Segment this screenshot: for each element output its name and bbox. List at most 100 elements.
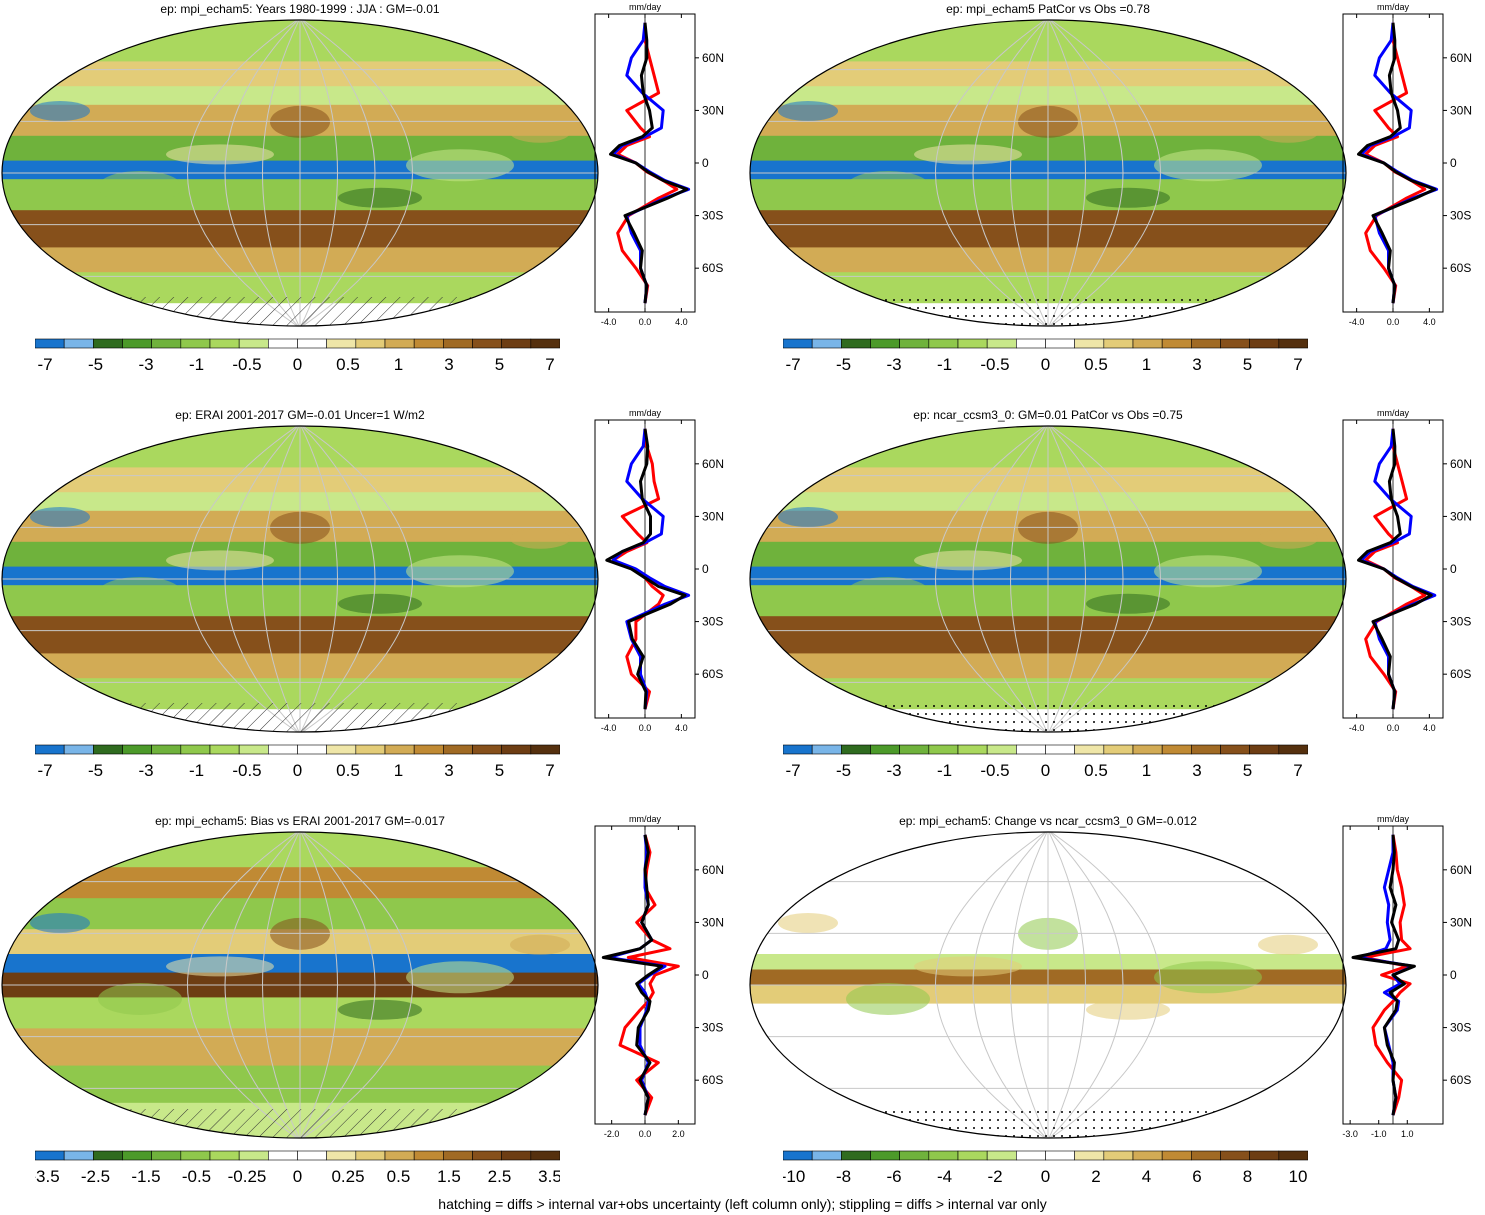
- colorbar-label: 1: [1142, 355, 1151, 374]
- map-feature: [1258, 122, 1318, 143]
- profile-unit: mm/day: [1377, 2, 1410, 12]
- colorbar-label: 10: [1289, 1167, 1308, 1186]
- profile-series-line: [1351, 834, 1416, 1116]
- stippling-region: [750, 297, 1346, 326]
- colorbar-label: -7: [785, 355, 800, 374]
- hatching-region: [2, 703, 598, 732]
- profile-x-tick-label: 2.0: [672, 1129, 685, 1139]
- lat-tick-label: 30S: [1450, 615, 1471, 629]
- precip-map: [0, 424, 600, 734]
- colorbar-swatch: [472, 1150, 502, 1161]
- colorbar-swatch: [268, 338, 298, 349]
- colorbar-label: -7: [37, 355, 52, 374]
- colorbar-swatch: [1132, 338, 1163, 349]
- colorbar-swatch: [782, 338, 813, 349]
- colorbar-swatch: [1103, 744, 1134, 755]
- profile-unit: mm/day: [629, 814, 662, 824]
- map-feature: [166, 956, 274, 977]
- colorbar-swatch: [928, 338, 959, 349]
- profile-unit: mm/day: [1377, 814, 1410, 824]
- colorbar-label: -8: [836, 1167, 851, 1186]
- zonal-profile: mm/day 60N 30N 0 30S 60S -4.0 0.0 4.0: [585, 0, 740, 360]
- colorbar-swatch: [209, 338, 240, 349]
- colorbar-swatch: [1278, 744, 1309, 755]
- colorbar-label: 7: [545, 355, 554, 374]
- map-feature: [846, 576, 930, 609]
- panel-4: ep: ncar_ccsm3_0: GM=0.01 PatCor vs Obs …: [748, 406, 1485, 806]
- lat-tick-label: 60S: [1450, 261, 1471, 275]
- colorbar-label: 0.25: [331, 1167, 364, 1186]
- colorbar-label: 8: [1243, 1167, 1252, 1186]
- lat-tick-label: 0: [1450, 968, 1457, 982]
- zonal-profile: mm/day 60N 30N 0 30S 60S -4.0 0.0 4.0: [1333, 0, 1485, 360]
- profile-x-tick-label: -3.0: [1342, 1129, 1358, 1139]
- colorbar-swatch: [957, 744, 988, 755]
- zonal-profile: mm/day 60N 30N 0 30S 60S -2.0 0.0 2.0: [585, 812, 740, 1172]
- colorbar-swatch: [899, 744, 930, 755]
- colorbar-swatch: [63, 338, 94, 349]
- lat-tick-label: 30S: [702, 209, 723, 223]
- colorbar-swatch: [268, 1150, 298, 1161]
- panel-6: ep: mpi_echam5: Change vs ncar_ccsm3_0 G…: [748, 812, 1485, 1212]
- colorbar-label: -3: [886, 355, 901, 374]
- colorbar-swatch: [1074, 744, 1105, 755]
- colorbar-label: -1: [189, 761, 204, 780]
- map-title: ep: mpi_echam5: Bias vs ERAI 2001-2017 G…: [155, 814, 445, 828]
- colorbar-label: -0.5: [980, 355, 1009, 374]
- colorbar-swatch: [1191, 744, 1221, 755]
- colorbar-swatch: [413, 1150, 444, 1161]
- colorbar-label: -0.5: [232, 761, 261, 780]
- colorbar-swatch: [782, 1150, 813, 1161]
- profile-series-line: [601, 834, 664, 1116]
- colorbar-label: -5: [836, 355, 851, 374]
- colorbar-swatch: [841, 1150, 871, 1161]
- colorbar-swatch: [870, 744, 900, 755]
- map-feature: [1086, 593, 1170, 614]
- colorbar-label: 0.5: [336, 761, 360, 780]
- colorbar-label: 5: [495, 761, 504, 780]
- lat-tick-label: 30S: [1450, 1021, 1471, 1035]
- lat-tick-label: 0: [1450, 562, 1457, 576]
- profile-x-tick-label: 4.0: [675, 723, 688, 733]
- colorbar-label: 7: [545, 761, 554, 780]
- lat-tick-label: 30N: [702, 915, 724, 929]
- profile-series-line: [1362, 834, 1412, 1116]
- lat-tick-label: 60S: [702, 1073, 723, 1087]
- colorbar-swatch: [1220, 338, 1250, 349]
- colorbar-label: -5: [88, 355, 103, 374]
- map-feature: [406, 555, 514, 588]
- lat-tick-label: 0: [702, 968, 709, 982]
- colorbar-label: 0.5: [387, 1167, 411, 1186]
- map-feature: [30, 507, 90, 527]
- colorbar-swatch: [122, 744, 152, 755]
- colorbar-swatch: [957, 1150, 988, 1161]
- lat-tick-label: 30S: [1450, 209, 1471, 223]
- colorbar: -10 -8 -6 -4 -2 0 2 4 6 8 10: [781, 1150, 1309, 1198]
- panel-5: ep: mpi_echam5: Bias vs ERAI 2001-2017 G…: [0, 812, 740, 1212]
- colorbar-label: 1: [394, 355, 403, 374]
- panel-2: ep: mpi_echam5 PatCor vs Obs =0.78 -7 -5 -3…: [748, 0, 1485, 400]
- precip-map: [748, 830, 1348, 1140]
- colorbar-swatch: [1161, 744, 1192, 755]
- map-feature: [778, 507, 838, 527]
- map-title: ep: ERAI 2001-2017 GM=-0.01 Uncer=1 W/m2: [175, 408, 425, 422]
- colorbar-swatch: [1278, 338, 1309, 349]
- colorbar-label: -4: [937, 1167, 952, 1186]
- colorbar-swatch: [1016, 1150, 1046, 1161]
- colorbar-swatch: [811, 1150, 842, 1161]
- colorbar-swatch: [928, 1150, 959, 1161]
- map-feature: [98, 170, 182, 203]
- colorbar-swatch: [93, 744, 123, 755]
- profile-x-tick-label: 4.0: [675, 317, 688, 327]
- colorbar-label: 7: [1293, 355, 1302, 374]
- profile-unit: mm/day: [629, 408, 662, 418]
- colorbar-swatch: [811, 338, 842, 349]
- map-feature: [914, 550, 1022, 571]
- map-feature: [510, 528, 570, 549]
- lat-tick-label: 30N: [1450, 915, 1472, 929]
- colorbar-label: -0.25: [228, 1167, 267, 1186]
- map-feature: [778, 101, 838, 121]
- colorbar: -7 -5 -3 -1 -0.5 0 0.5 1 3 5 7: [34, 338, 561, 386]
- map-feature: [338, 187, 422, 208]
- map-feature: [1258, 934, 1318, 955]
